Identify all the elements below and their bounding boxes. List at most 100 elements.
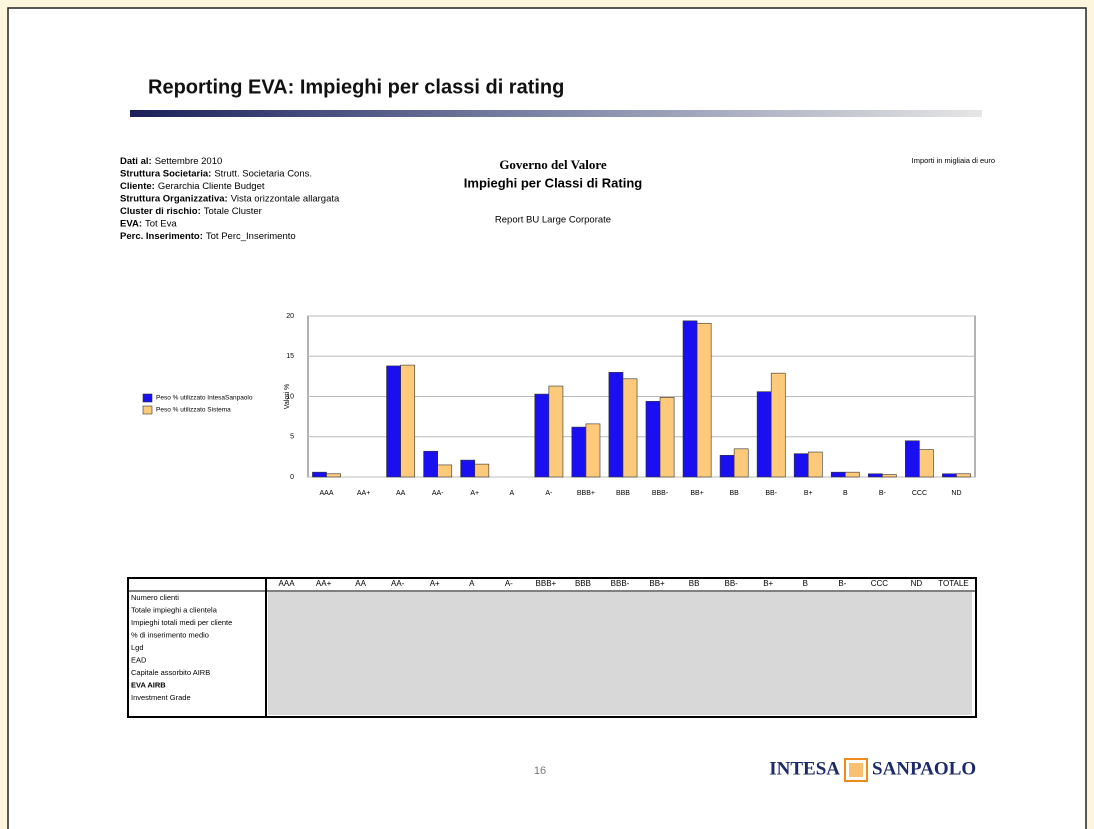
bar [474,463,490,478]
x-tick-label: AA- [432,490,444,497]
table-column-header: BB+ [649,579,665,588]
table-row-label: Investment Grade [131,693,191,702]
x-tick-label: B+ [804,490,813,497]
x-tick-label: BBB- [652,490,669,497]
bar [793,453,809,478]
table-blurred-cells [268,592,972,715]
table-column-header: TOTALE [938,579,968,588]
table-row-label: Numero clienti [131,593,179,602]
table-column-header: AA [355,579,366,588]
bar [682,320,698,478]
info-label: Cliente: [120,181,155,192]
bar [460,459,476,478]
bar [719,454,735,478]
table-column-header: A+ [430,579,440,588]
bar [548,385,564,478]
logo-right: SANPAOLO [872,758,976,779]
table-column-header: AA- [391,579,405,588]
logo-icon-inner [849,763,863,777]
info-line: Perc. Inserimento: Tot Perc_Inserimento [120,231,296,242]
table-column-header: B- [838,579,846,588]
info-value: Tot Perc_Inserimento [206,231,296,242]
table-column-header: BBB [575,579,591,588]
y-tick-label: 20 [286,313,294,320]
table-column-header: BBB+ [536,579,557,588]
x-tick-label: A+ [470,490,479,497]
legend-label: Peso % utilizzato Sistema [156,407,231,414]
bar [645,401,661,478]
table-row-label: Lgd [131,643,144,652]
bar [571,426,587,478]
info-value: Strutt. Societaria Cons. [214,168,312,179]
table-column-header: A [469,579,475,588]
table-row-label: Totale impieghi a clientela [131,605,218,614]
info-value: Tot Eva [145,218,177,229]
info-value: Gerarchia Cliente Budget [158,181,265,192]
bar [905,440,920,478]
bar [830,471,846,478]
table-row-label: EVA AIRB [131,680,166,689]
bar [882,474,897,478]
bar [400,364,416,478]
table-row-label: Impieghi totali medi per cliente [131,618,232,627]
y-tick-label: 10 [286,393,294,400]
table-row-label: % di inserimento medio [131,630,209,639]
x-tick-label: BB- [765,490,777,497]
info-label: Struttura Organizzativa: [120,193,228,204]
slide-title: Reporting EVA: Impieghi per classi di ra… [148,76,564,98]
info-line: Struttura Organizzativa: Vista orizzontal… [120,193,340,204]
bar [622,378,638,478]
table-column-header: BB- [724,579,738,588]
table-row-label: Capitale assorbito AIRB [131,668,210,677]
info-value: Totale Cluster [204,206,262,217]
info-line: Dati al: Settembre 2010 [120,156,222,167]
legend-swatch [142,405,153,415]
table-row-label: EAD [131,655,147,664]
info-label: Cluster di rischio: [120,206,201,217]
legend-swatch [142,393,153,403]
x-tick-label: AAA [320,490,334,497]
bar [845,471,860,478]
x-tick-label: A [509,490,514,497]
info-value: Vista orizzontale allargata [231,193,340,204]
x-tick-label: A- [545,490,553,497]
bar [867,473,883,478]
legend-label: Peso % utilizzato IntesaSanpaolo [156,395,253,402]
info-line: EVA: Tot Eva [120,218,177,229]
bar [956,473,971,478]
info-label: Perc. Inserimento: [120,231,203,242]
table-column-header: BBB- [611,579,630,588]
x-tick-label: AA [396,490,406,497]
y-tick-label: 0 [290,474,294,481]
x-tick-label: BB+ [690,490,703,497]
y-tick-label: 5 [290,434,294,441]
bar [423,450,438,478]
report-title: Impieghi per Classi di Rating [464,175,642,190]
units-note: Importi in migliaia di euro [912,156,995,165]
bar [608,372,624,478]
table-column-header: A- [505,579,513,588]
info-label: Struttura Societaria: [120,168,211,179]
logo-left: INTESA [769,758,840,779]
x-tick-label: B [843,490,848,497]
bar [770,372,786,478]
table-column-header: CCC [871,579,889,588]
bar [919,449,934,478]
report-heading: Governo del Valore [499,157,607,172]
x-tick-label: BBB+ [577,490,595,497]
y-tick-label: 15 [286,353,294,360]
bar [696,322,712,478]
info-label: EVA: [120,218,142,229]
info-line: Cluster di rischio: Totale Cluster [120,206,262,217]
bar [326,473,341,478]
bar [756,391,772,478]
bar [312,471,327,478]
y-axis-label: Valori % [284,384,291,410]
bar [585,423,601,478]
info-line: Cliente: Gerarchia Cliente Budget [120,181,265,192]
x-tick-label: B- [879,490,887,497]
report-subtitle: Report BU Large Corporate [495,215,611,226]
table-column-header: B+ [763,579,773,588]
info-label: Dati al: [120,156,152,167]
table-column-header: BB [689,579,700,588]
